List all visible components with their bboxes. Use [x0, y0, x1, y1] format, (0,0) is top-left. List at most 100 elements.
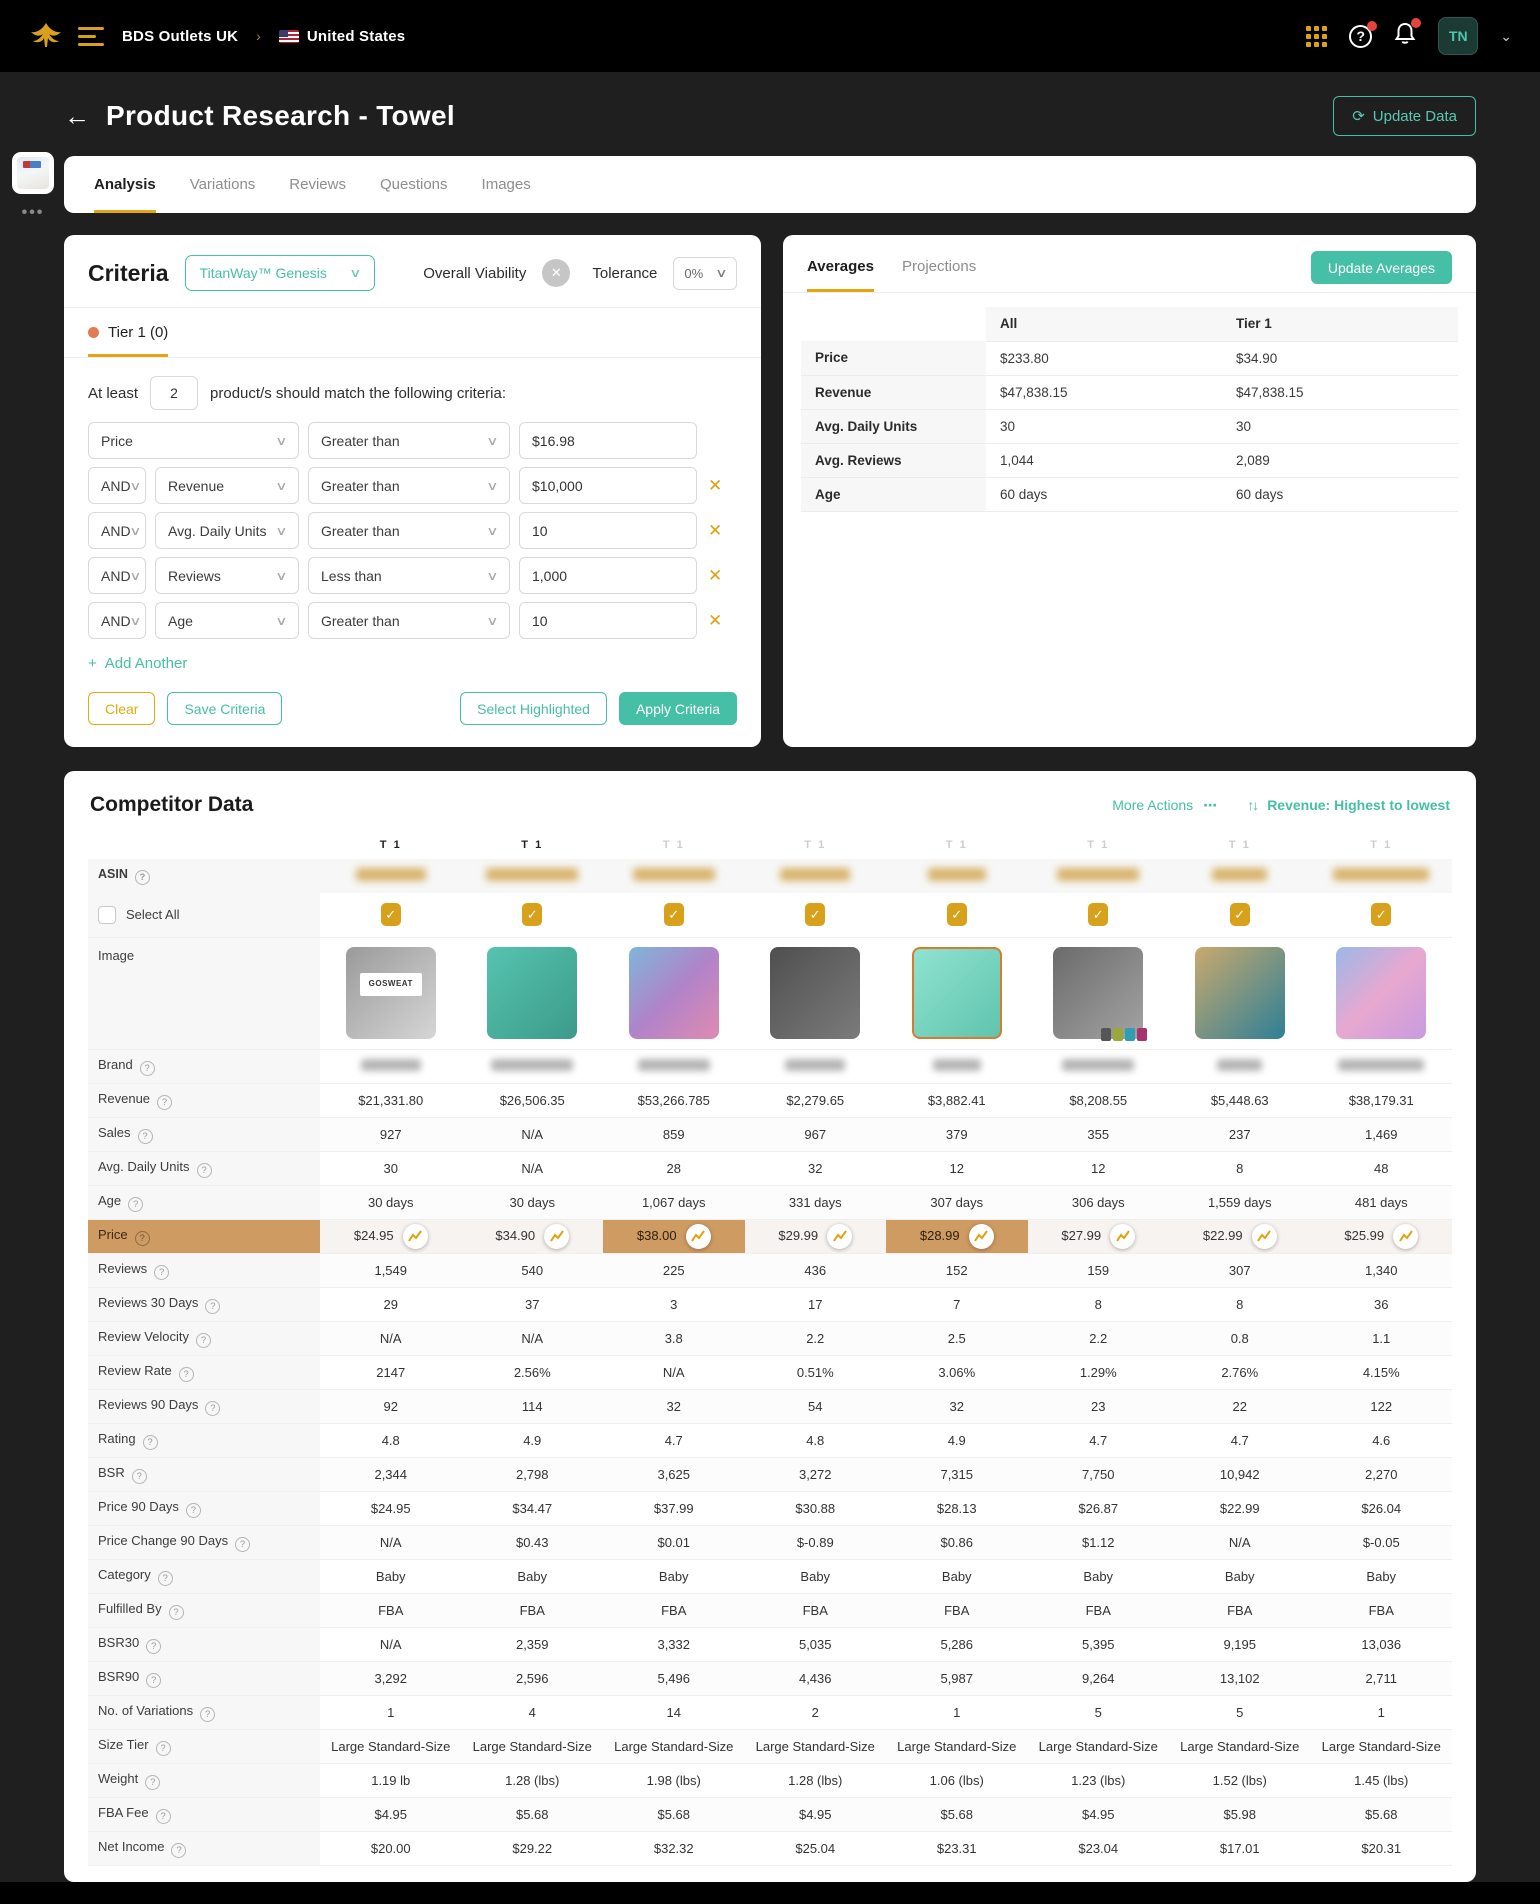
help-icon[interactable]: ? [196, 1332, 212, 1348]
tab-images[interactable]: Images [481, 176, 531, 193]
account-chevron-down-icon[interactable]: ⌄ [1500, 27, 1512, 44]
remove-criteria-button[interactable]: ✕ [708, 475, 723, 495]
product-checkbox-checked[interactable]: ✓ [946, 903, 967, 927]
back-button[interactable]: ← [64, 100, 90, 131]
field-select[interactable]: Avg. Daily Units ∨ [155, 512, 299, 549]
hamburger-menu-icon[interactable] [78, 26, 104, 46]
sort-selector[interactable]: Revenue: Highest to lowest [1267, 797, 1450, 813]
criteria-value-input[interactable] [519, 467, 697, 504]
product-checkbox-checked[interactable]: ✓ [1371, 903, 1392, 927]
field-select[interactable]: Revenue ∨ [155, 467, 299, 504]
more-options-dots-icon[interactable]: ••• [21, 204, 45, 221]
product-image-yoga-jaci-teal-rolls[interactable] [1194, 947, 1285, 1039]
field-select[interactable]: Reviews ∨ [155, 557, 299, 594]
help-icon[interactable]: ? [134, 1230, 150, 1246]
breadcrumb-marketplace[interactable]: United States [278, 28, 405, 45]
floating-product-thumbnail[interactable]: ••• [12, 152, 54, 222]
product-image-gray-roll-label-swatches[interactable] [1053, 947, 1148, 1041]
apply-criteria-button[interactable]: Apply Criteria [618, 692, 737, 725]
criteria-preset-select[interactable]: TitanWay™ Genesis ∨ [184, 255, 375, 291]
min-products-input[interactable] [150, 376, 199, 410]
apps-grid-icon[interactable] [1306, 25, 1328, 47]
product-checkbox-checked[interactable]: ✓ [380, 903, 401, 927]
tab-analysis[interactable]: Analysis [94, 176, 156, 213]
update-data-button[interactable]: ⟳ Update Data [1333, 96, 1476, 136]
join-operator-select[interactable]: AND ∨ [88, 557, 146, 594]
help-icon[interactable]: ? [205, 1298, 221, 1314]
help-icon[interactable]: ? [137, 1128, 153, 1144]
save-criteria-button[interactable]: Save Criteria [167, 692, 283, 725]
product-image-pink-blue-tiedye-roll[interactable] [1336, 947, 1427, 1039]
criteria-value-input[interactable] [519, 557, 697, 594]
tab-reviews[interactable]: Reviews [289, 176, 346, 193]
tolerance-select[interactable]: 0% ∨ [673, 256, 737, 290]
notifications-button[interactable] [1394, 17, 1422, 51]
tab-variations[interactable]: Variations [189, 176, 256, 193]
field-select[interactable]: Age ∨ [155, 602, 299, 639]
product-image-teal-rolled-towel[interactable] [487, 947, 578, 1039]
help-icon[interactable]: ? [157, 1094, 173, 1110]
product-image-gray-towel-gosweat[interactable]: GOSWEAT [345, 947, 436, 1039]
product-image-dark-gray-towel[interactable] [770, 947, 861, 1039]
product-checkbox-checked[interactable]: ✓ [805, 903, 826, 927]
help-icon[interactable]: ? [154, 1264, 170, 1280]
help-icon[interactable]: ? [155, 1740, 171, 1756]
product-checkbox-checked[interactable]: ✓ [522, 903, 543, 927]
user-avatar[interactable]: TN [1438, 17, 1479, 55]
criteria-value-input[interactable] [519, 422, 697, 459]
tier-1-tab[interactable]: Tier 1 (0) [88, 324, 169, 357]
price-history-chart-icon[interactable] [544, 1223, 570, 1249]
update-averages-button[interactable]: Update Averages [1310, 251, 1452, 284]
help-icon[interactable]: ? [146, 1638, 162, 1654]
join-operator-select[interactable]: AND ∨ [88, 602, 146, 639]
sort-icon[interactable]: ↑↓ [1247, 797, 1259, 813]
help-button[interactable]: ? [1349, 20, 1378, 48]
join-operator-select[interactable]: AND ∨ [88, 512, 146, 549]
help-icon[interactable]: ? [168, 1604, 184, 1620]
help-icon[interactable]: ? [171, 1842, 187, 1858]
remove-criteria-button[interactable]: ✕ [708, 520, 723, 540]
breadcrumb-account[interactable]: BDS Outlets UK [122, 27, 239, 45]
operator-select[interactable]: Greater than ∨ [308, 602, 510, 639]
select-highlighted-button[interactable]: Select Highlighted [460, 692, 607, 725]
product-checkbox-checked[interactable]: ✓ [1229, 903, 1250, 927]
tab-averages[interactable]: Averages [807, 258, 874, 292]
help-icon[interactable]: ? [142, 1434, 158, 1450]
operator-select[interactable]: Less than ∨ [308, 557, 510, 594]
criteria-value-input[interactable] [519, 512, 697, 549]
product-image-tie-dye-towel[interactable] [628, 947, 719, 1039]
more-actions-button[interactable]: More Actions [1112, 797, 1194, 813]
criteria-value-input[interactable] [519, 602, 697, 639]
product-checkbox-checked[interactable]: ✓ [1088, 903, 1109, 927]
help-icon[interactable]: ? [134, 870, 150, 885]
join-operator-select[interactable]: AND ∨ [88, 467, 146, 504]
price-history-chart-icon[interactable] [968, 1223, 994, 1249]
help-icon[interactable]: ? [155, 1808, 171, 1824]
price-history-chart-icon[interactable] [1110, 1223, 1136, 1249]
help-icon[interactable]: ? [185, 1502, 201, 1518]
more-actions-ellipsis-icon[interactable]: ⋯ [1203, 796, 1220, 813]
price-history-chart-icon[interactable] [402, 1223, 428, 1249]
field-select[interactable]: Price ∨ [88, 422, 299, 459]
help-icon[interactable]: ? [128, 1196, 144, 1212]
overall-viability-toggle[interactable]: ✕ [542, 259, 571, 287]
help-icon[interactable]: ? [178, 1366, 194, 1382]
help-icon[interactable]: ? [139, 1060, 155, 1076]
price-history-chart-icon[interactable] [685, 1223, 711, 1249]
product-checkbox-checked[interactable]: ✓ [663, 903, 684, 927]
remove-criteria-button[interactable]: ✕ [708, 610, 723, 630]
help-icon[interactable]: ? [146, 1672, 162, 1688]
operator-select[interactable]: Greater than ∨ [308, 422, 510, 459]
help-icon[interactable]: ? [131, 1468, 147, 1484]
brand-logo-icon[interactable] [28, 17, 64, 56]
help-icon[interactable]: ? [200, 1706, 216, 1722]
price-history-chart-icon[interactable] [1251, 1223, 1277, 1249]
clear-button[interactable]: Clear [88, 692, 156, 725]
select-all-checkbox[interactable] [98, 905, 116, 924]
operator-select[interactable]: Greater than ∨ [308, 512, 510, 549]
remove-criteria-button[interactable]: ✕ [708, 565, 723, 585]
help-icon[interactable]: ? [205, 1400, 221, 1416]
help-icon[interactable]: ? [157, 1570, 173, 1586]
product-image-mint-towel-orange-trim[interactable] [911, 947, 1002, 1039]
add-another-button[interactable]: + Add Another [88, 655, 188, 672]
